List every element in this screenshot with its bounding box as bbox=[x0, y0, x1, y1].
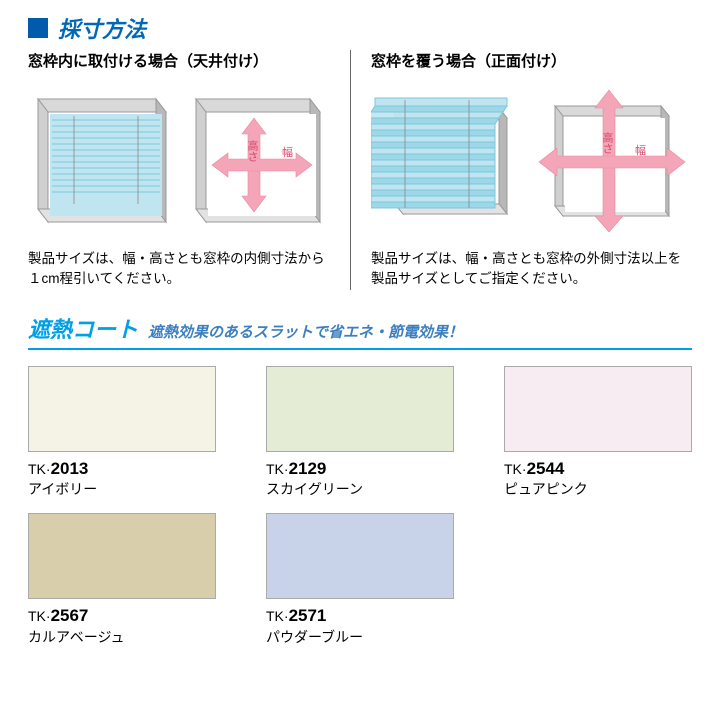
swatch-color bbox=[504, 366, 692, 452]
height-label: 高さ bbox=[246, 139, 259, 162]
swatch-item: TK·2013 アイボリー bbox=[28, 366, 216, 500]
section-title: 採寸方法 bbox=[58, 12, 146, 44]
swatch-label: TK·2567 カルアベージュ bbox=[28, 605, 216, 647]
swatch-label: TK·2544 ピュアピンク bbox=[504, 458, 692, 500]
method-inside: 窓枠内に取付ける場合（天井付け） bbox=[28, 50, 350, 290]
swatch-color bbox=[266, 366, 454, 452]
swatch-grid: TK·2013 アイボリー TK·2129 スカイグリーン TK·2544 ピュ… bbox=[28, 366, 692, 648]
swatch-item: TK·2571 パウダーブルー bbox=[266, 513, 454, 647]
swatch-color bbox=[28, 513, 216, 599]
swatch-item: TK·2129 スカイグリーン bbox=[266, 366, 454, 500]
method-outside-title: 窓枠を覆う場合（正面付け） bbox=[371, 50, 687, 71]
coat-subtitle: 遮熱効果のあるスラットで省エネ・節電効果！ bbox=[148, 321, 463, 342]
swatch-label: TK·2571 パウダーブルー bbox=[266, 605, 454, 647]
diagram-outside-arrows: 高さ 幅 bbox=[535, 84, 687, 232]
diagram-inside-arrows: 高さ 幅 bbox=[190, 84, 330, 232]
height-label: 高さ bbox=[601, 131, 614, 154]
width-label: 幅 bbox=[635, 144, 646, 157]
diagram-inside-blind bbox=[28, 84, 176, 232]
method-inside-note: 製品サイズは、幅・高さとも窓枠の内側寸法から１cm程引いてください。 bbox=[28, 249, 330, 290]
section-header: 採寸方法 bbox=[28, 12, 692, 44]
swatch-color bbox=[266, 513, 454, 599]
coat-header: 遮熱コート 遮熱効果のあるスラットで省エネ・節電効果！ bbox=[28, 312, 692, 350]
swatch-label: TK·2013 アイボリー bbox=[28, 458, 216, 500]
bullet-square-icon bbox=[28, 18, 48, 38]
swatch-item: TK·2544 ピュアピンク bbox=[504, 366, 692, 500]
diagram-outside-blind bbox=[371, 84, 521, 232]
swatch-item: TK·2567 カルアベージュ bbox=[28, 513, 216, 647]
method-inside-title: 窓枠内に取付ける場合（天井付け） bbox=[28, 50, 330, 71]
width-label: 幅 bbox=[282, 146, 293, 159]
method-inside-diagrams: 高さ 幅 bbox=[28, 83, 330, 233]
method-outside-note: 製品サイズは、幅・高さとも窓枠の外側寸法以上を製品サイズとしてご指定ください。 bbox=[371, 249, 687, 290]
swatch-color bbox=[28, 366, 216, 452]
swatch-label: TK·2129 スカイグリーン bbox=[266, 458, 454, 500]
method-outside-diagrams: 高さ 幅 bbox=[371, 83, 687, 233]
coat-title: 遮熱コート bbox=[28, 312, 138, 344]
method-outside: 窓枠を覆う場合（正面付け） bbox=[350, 50, 707, 290]
methods-row: 窓枠内に取付ける場合（天井付け） bbox=[28, 50, 692, 290]
